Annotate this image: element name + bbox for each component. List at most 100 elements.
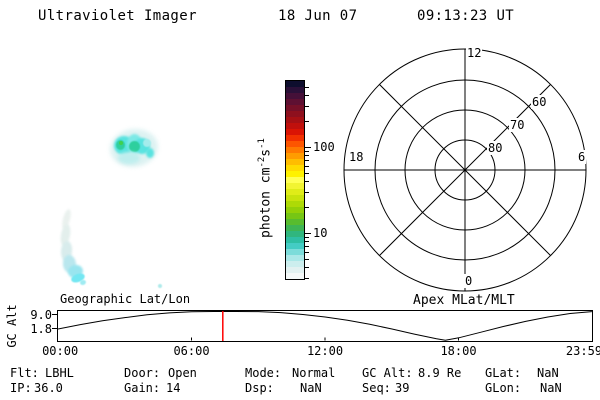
uvi-emission-blob xyxy=(116,140,125,150)
colorbar-tickmark xyxy=(305,267,309,268)
uvi-emission-blob xyxy=(70,271,86,285)
colorbar-band xyxy=(286,231,304,237)
colorbar-band xyxy=(286,177,304,183)
status-row-1: Flt: LBHL Door: Open Mode: Normal GC Alt: 8.9 R… xyxy=(0,366,600,380)
colorbar-band xyxy=(286,213,304,219)
colorbar-band xyxy=(286,93,304,99)
colorbar-band xyxy=(286,135,304,141)
page-title: Ultraviolet Imager xyxy=(38,8,197,24)
colorbar-band xyxy=(286,189,304,195)
uvi-emission-blob xyxy=(158,284,162,288)
chart-ylabel: GC Alt xyxy=(5,304,19,348)
colorbar-band xyxy=(286,273,304,279)
polar-grid-svg xyxy=(343,48,587,292)
chart-xtick-label: 23:59 xyxy=(565,344,600,358)
polar-ring-label-80: 80 xyxy=(487,141,504,155)
colorbar-band xyxy=(286,219,304,225)
colorbar-tickmark xyxy=(305,151,309,152)
header-time: 09:13:23 UT xyxy=(417,8,515,24)
colorbar-tickmark xyxy=(305,95,309,96)
colorbar-band xyxy=(286,141,304,147)
colorbar-band xyxy=(286,183,304,189)
uvi-emission-blob xyxy=(118,152,140,164)
uvi-emission-blob xyxy=(59,223,72,247)
status-value: 39 xyxy=(395,381,410,395)
gc-alt-curve xyxy=(57,311,592,341)
polar-label-6: 6 xyxy=(577,150,587,164)
uvi-emission-blob xyxy=(60,208,73,230)
colorbar-band xyxy=(286,81,304,87)
uvi-emission-blob xyxy=(66,263,85,280)
chart-caption-geographic: Geographic Lat/Lon xyxy=(60,292,191,306)
colorbar-tickmark xyxy=(305,147,311,148)
colorbar-tickmark xyxy=(305,278,309,279)
chart-ytickmark-1-8 xyxy=(52,328,57,329)
uvi-emission-blob xyxy=(146,148,154,158)
uvi-emission-blob xyxy=(143,139,151,147)
colorbar-band xyxy=(286,105,304,111)
polar-diagonal-sw-ne xyxy=(379,84,551,256)
chart-xtick-label: 00:00 xyxy=(42,344,79,358)
colorbar-tickmark xyxy=(305,121,309,122)
colorbar-band xyxy=(286,147,304,153)
status-label: GLat: xyxy=(485,366,522,380)
status-value: LBHL xyxy=(45,366,74,380)
status-value: 36.0 xyxy=(34,381,63,395)
uvi-emission-blob xyxy=(60,240,73,262)
status-value: 8.9 Re xyxy=(418,366,462,380)
polar-caption: Apex MLat/MLT xyxy=(413,293,515,308)
colorbar-tickmark xyxy=(305,233,311,234)
status-label: IP: xyxy=(10,381,32,395)
chart-xtick-label: 18:00 xyxy=(440,344,477,358)
colorbar-band xyxy=(286,123,304,129)
colorbar-band xyxy=(286,249,304,255)
colorbar-tick-label-10: 10 xyxy=(313,226,328,240)
colorbar-tickmark xyxy=(305,259,309,260)
colorbar-unit-s: s xyxy=(258,148,274,157)
colorbar-unit-exp2: -1 xyxy=(257,138,268,149)
colorbar-unit-exp1: -2 xyxy=(257,156,268,168)
status-value: 14 xyxy=(166,381,181,395)
uvi-emission-blob xyxy=(134,138,150,154)
colorbar-tickmark xyxy=(305,173,309,174)
uvi-emission-blob xyxy=(127,134,142,154)
chart-xtick-label: 06:00 xyxy=(173,344,210,358)
status-label: GLon: xyxy=(485,381,522,395)
colorbar-band xyxy=(286,159,304,165)
uvi-emission-blob xyxy=(114,136,134,155)
colorbar-band xyxy=(286,267,304,273)
colorbar-band xyxy=(286,243,304,249)
uvi-emission-blob xyxy=(107,125,161,171)
colorbar-tickmark xyxy=(305,192,309,193)
gc-inner-ticks xyxy=(191,337,459,341)
colorbar-band xyxy=(286,99,304,105)
colorbar-band xyxy=(286,195,304,201)
uvi-emission-blob xyxy=(119,141,123,145)
colorbar xyxy=(285,80,305,280)
status-value: NaN xyxy=(537,366,559,380)
status-label: Flt: xyxy=(10,366,39,380)
colorbar-tickmark xyxy=(305,241,309,242)
chart-ytick-1-8: 1.8 xyxy=(30,322,52,336)
colorbar-unit-base: photon cm xyxy=(258,167,274,238)
colorbar-tickmark xyxy=(305,237,309,238)
colorbar-band xyxy=(286,165,304,171)
polar-ring-label-70: 70 xyxy=(509,118,526,132)
polar-label-0: 0 xyxy=(464,274,474,288)
colorbar-tickmark xyxy=(305,246,309,247)
status-label: Gain: xyxy=(124,381,161,395)
colorbar-tickmark xyxy=(305,181,309,182)
status-row-2: IP: 36.0 Gain: 14 Dsp: NaN Seq: 39 GLon: NaN xyxy=(0,381,600,395)
colorbar-tickmark xyxy=(305,160,309,161)
polar-label-12: 12 xyxy=(466,46,483,60)
colorbar-ticks xyxy=(305,80,313,280)
colorbar-band xyxy=(286,201,304,207)
colorbar-tickmark xyxy=(305,252,309,253)
chart-xtick-label: 12:00 xyxy=(306,344,344,358)
colorbar-band xyxy=(286,171,304,177)
uvi-emission-blob xyxy=(129,141,140,152)
uvi-emission-blob xyxy=(79,279,87,286)
colorbar-band xyxy=(286,207,304,213)
colorbar-tickmark xyxy=(305,87,309,88)
